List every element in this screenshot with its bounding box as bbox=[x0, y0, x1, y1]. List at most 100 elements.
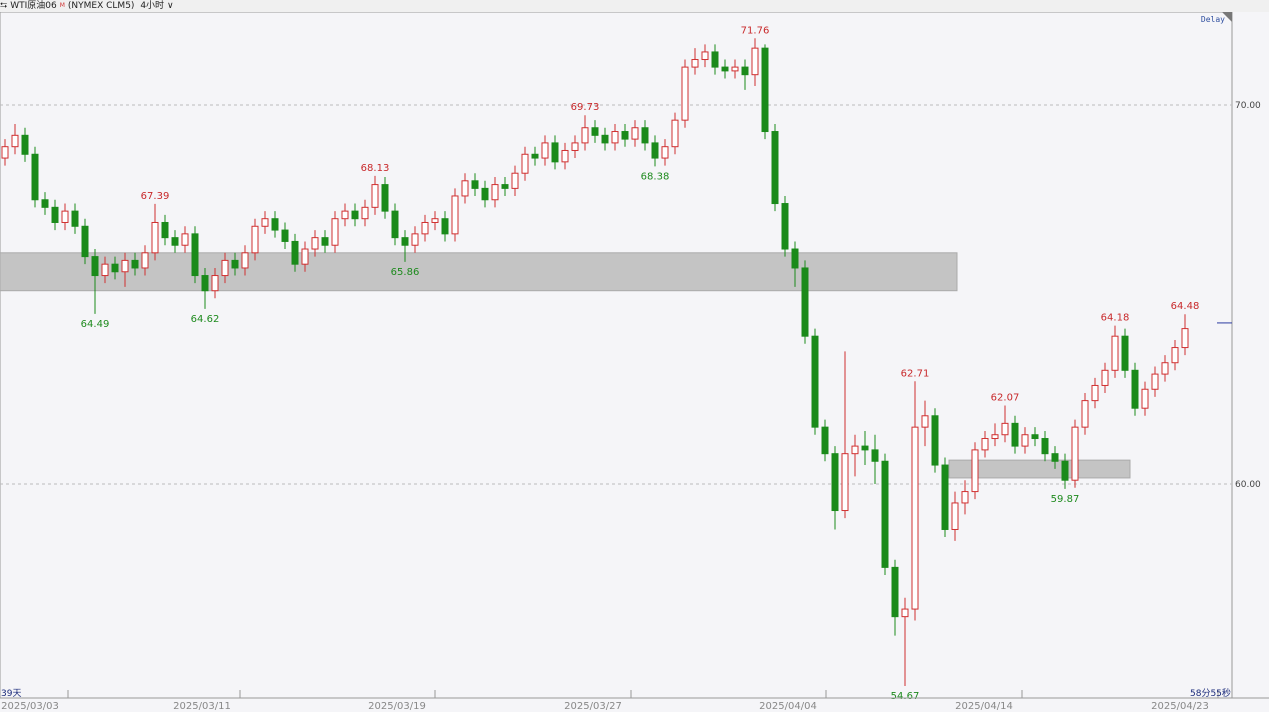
candle-body bbox=[301, 248, 309, 265]
candle-body bbox=[831, 453, 839, 512]
interval-label: 4小时 bbox=[140, 1, 165, 11]
candle-body bbox=[131, 259, 139, 269]
candle-body bbox=[281, 229, 289, 242]
candle-body bbox=[41, 199, 49, 208]
x-tick-label: 2025/03/03 bbox=[1, 701, 59, 712]
candle-body bbox=[191, 233, 199, 277]
high-annotation: 64.48 bbox=[1171, 301, 1200, 312]
candle-body bbox=[441, 218, 449, 235]
high-annotation: 62.07 bbox=[991, 393, 1020, 404]
candle-body bbox=[221, 259, 229, 277]
candle-body bbox=[1051, 453, 1059, 462]
grid-lines bbox=[0, 104, 1232, 485]
candle-body bbox=[341, 210, 349, 220]
candle-body bbox=[361, 206, 369, 220]
low-annotation: 54.67 bbox=[891, 691, 920, 702]
candle-body bbox=[871, 449, 879, 462]
corner-marker-icon bbox=[1222, 12, 1232, 22]
candle-body bbox=[331, 218, 339, 246]
candle-body bbox=[211, 275, 219, 292]
high-annotation: 62.71 bbox=[901, 368, 930, 379]
candle-body bbox=[1141, 388, 1149, 409]
candle-body bbox=[931, 415, 939, 466]
candle-body bbox=[1131, 369, 1139, 409]
candle-body bbox=[1151, 373, 1159, 390]
candle-body bbox=[661, 146, 669, 159]
price-zone bbox=[948, 459, 1131, 479]
candle-body bbox=[1031, 434, 1039, 440]
candle-body bbox=[461, 180, 469, 197]
candle-body bbox=[431, 218, 439, 223]
candle-body bbox=[701, 51, 709, 61]
chart-title-bar: ⮀ WTI原油06 M (NYMEX CLM5) 4小时 ∨ bbox=[0, 0, 1269, 12]
x-tick-label: 2025/03/27 bbox=[564, 701, 622, 712]
candle-body bbox=[651, 142, 659, 159]
candle-body bbox=[61, 210, 69, 223]
candle-body bbox=[171, 237, 179, 246]
candle-body bbox=[121, 259, 129, 273]
candle-body bbox=[721, 66, 729, 72]
candle-body bbox=[481, 187, 489, 201]
candle-body bbox=[781, 203, 789, 250]
candle-body bbox=[671, 119, 679, 148]
candle-body bbox=[161, 221, 169, 239]
symbol-name: WTI原油06 bbox=[10, 1, 57, 11]
candle-body bbox=[801, 267, 809, 337]
candle-body bbox=[951, 502, 959, 530]
candle-body bbox=[691, 59, 699, 68]
bar-countdown: 58分55秒 bbox=[1190, 689, 1231, 699]
candle-body bbox=[451, 195, 459, 235]
low-annotation: 65.86 bbox=[391, 267, 420, 278]
high-annotation: 68.13 bbox=[361, 163, 390, 174]
candle-body bbox=[681, 66, 689, 121]
candle-body bbox=[971, 449, 979, 493]
candle-body bbox=[541, 142, 549, 159]
candle-body bbox=[921, 415, 929, 428]
candle-body bbox=[761, 47, 769, 133]
contract-month-marker: M bbox=[59, 2, 65, 9]
candle-body bbox=[421, 221, 429, 235]
candle-body bbox=[641, 127, 649, 144]
interval-selector[interactable]: 4小时 ∨ bbox=[140, 1, 176, 11]
candle-body bbox=[521, 153, 529, 174]
candle-body bbox=[101, 263, 109, 277]
candle-body bbox=[71, 210, 79, 227]
candle-body bbox=[981, 438, 989, 451]
candle-body bbox=[1181, 328, 1189, 349]
time-axis: 2025/03/03 2025/03/11 2025/03/19 2025/03/27… bbox=[1, 690, 1219, 712]
low-annotation: 64.62 bbox=[191, 314, 220, 325]
candle-body bbox=[561, 149, 569, 163]
candle-body bbox=[1021, 434, 1029, 447]
candle-body bbox=[1071, 426, 1079, 481]
y-tick-label: 70.00 bbox=[1235, 101, 1261, 111]
link-icon[interactable]: ⮀ bbox=[0, 1, 8, 11]
candle-body bbox=[791, 248, 799, 269]
candle-body bbox=[1121, 335, 1129, 371]
candle-body bbox=[1101, 369, 1109, 386]
x-tick-label: 2025/04/23 bbox=[1151, 701, 1209, 712]
candle-body bbox=[861, 445, 869, 451]
candle-body bbox=[1111, 335, 1119, 371]
x-tick-label: 2025/03/11 bbox=[173, 701, 231, 712]
candle-body bbox=[311, 237, 319, 250]
low-annotation: 59.87 bbox=[1051, 494, 1080, 505]
candle-body bbox=[911, 426, 919, 610]
candle-body bbox=[201, 275, 209, 292]
candle-body bbox=[231, 259, 239, 269]
candle-body bbox=[501, 184, 509, 189]
candle-body bbox=[751, 47, 759, 76]
candle-body bbox=[571, 142, 579, 151]
candle-body bbox=[741, 66, 749, 76]
candle-body bbox=[771, 131, 779, 205]
candle-body bbox=[371, 184, 379, 208]
candle-body bbox=[241, 252, 249, 269]
candle-body bbox=[1161, 362, 1169, 375]
candles bbox=[1, 38, 1189, 687]
candle-body bbox=[141, 252, 149, 269]
candle-body bbox=[411, 233, 419, 246]
candle-body bbox=[321, 237, 329, 246]
candle-body bbox=[811, 335, 819, 428]
candle-body bbox=[1081, 400, 1089, 428]
candle-body bbox=[591, 127, 599, 136]
